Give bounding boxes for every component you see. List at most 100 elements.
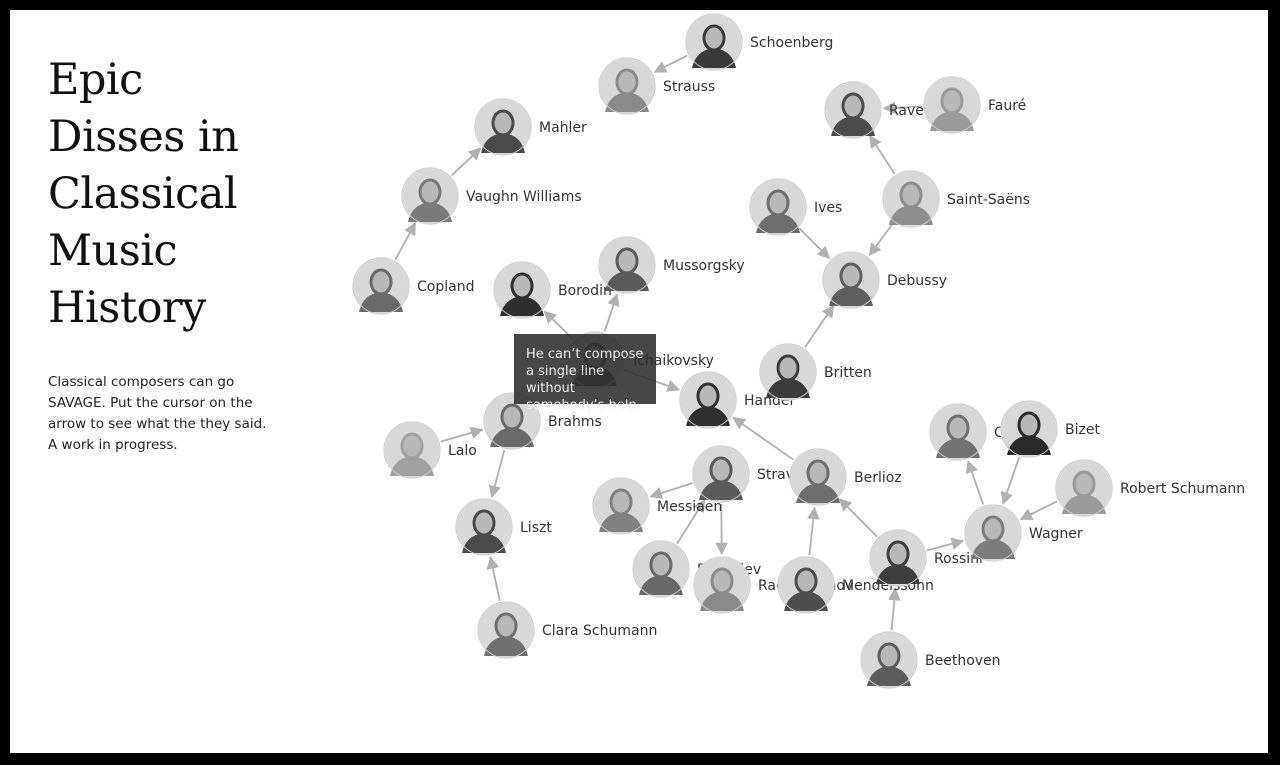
portrait-head-icon bbox=[500, 403, 524, 431]
diss-arrow-wagner-to-chopin[interactable] bbox=[965, 460, 985, 505]
composer-name-label: Schoenberg bbox=[750, 35, 833, 51]
diss-tooltip: He can’t compose a single line without s… bbox=[514, 334, 656, 413]
diss-arrow-tchaikovsky-to-mussorgsky[interactable] bbox=[603, 293, 620, 332]
diss-arrow-faure-to-ravel[interactable] bbox=[882, 101, 923, 115]
composer-node-mahler[interactable]: Mahler bbox=[474, 98, 587, 156]
portrait-ring bbox=[679, 371, 737, 429]
diss-arrow-robert-schumann-to-wagner[interactable] bbox=[1019, 500, 1058, 521]
portrait-head-icon bbox=[766, 189, 790, 217]
composer-name-label: Britten bbox=[824, 365, 872, 381]
composer-node-borodin[interactable]: Borodin bbox=[493, 261, 612, 319]
diss-arrow-britten-to-debussy[interactable] bbox=[804, 304, 835, 348]
portrait-ring bbox=[455, 498, 513, 556]
composer-node-debussy[interactable]: Debussy bbox=[822, 251, 947, 309]
diss-arrow-rossini-to-berlioz[interactable] bbox=[838, 498, 878, 538]
composer-node-mendelssohn[interactable]: Mendelssohn bbox=[777, 556, 934, 614]
diss-arrow-berlioz-to-handel[interactable] bbox=[732, 417, 794, 461]
portrait-ring bbox=[352, 257, 410, 315]
diss-arrow-lalo-to-brahms[interactable] bbox=[440, 426, 484, 443]
composer-node-schoenberg[interactable]: Schoenberg bbox=[685, 13, 833, 71]
diss-arrow-ives-to-debussy[interactable] bbox=[798, 227, 830, 259]
composer-node-clara-schumann[interactable]: Clara Schumann bbox=[477, 601, 657, 659]
portrait-head-icon bbox=[696, 382, 720, 410]
composer-name-label: Borodin bbox=[558, 283, 612, 299]
portrait-ring bbox=[749, 178, 807, 236]
composer-node-wagner[interactable]: Wagner bbox=[964, 504, 1083, 562]
composer-node-mussorgsky[interactable]: Mussorgsky bbox=[598, 236, 745, 294]
composer-node-rossini[interactable]: Rossini bbox=[869, 529, 983, 587]
portrait-ring bbox=[789, 448, 847, 506]
portrait-shoulders-icon bbox=[876, 564, 920, 584]
portrait-head-icon bbox=[510, 272, 534, 300]
composer-node-lalo[interactable]: Lalo bbox=[383, 421, 477, 479]
portrait-shoulders-icon bbox=[605, 271, 649, 291]
composer-node-faure[interactable]: Fauré bbox=[923, 76, 1026, 134]
portrait-head-icon bbox=[494, 612, 518, 640]
diss-arrow-saint-saens-to-debussy[interactable] bbox=[868, 222, 894, 257]
composer-node-liszt[interactable]: Liszt bbox=[455, 498, 552, 556]
diss-arrow-bizet-to-wagner[interactable] bbox=[1000, 457, 1021, 505]
composer-node-ives[interactable]: Ives bbox=[749, 178, 842, 236]
composer-node-robert-schumann[interactable]: Robert Schumann bbox=[1055, 459, 1245, 517]
portrait-ring bbox=[598, 236, 656, 294]
diss-arrow-rossini-to-wagner[interactable] bbox=[926, 537, 965, 552]
portrait-ring bbox=[685, 13, 743, 71]
diss-arrow-saint-saens-to-ravel[interactable] bbox=[869, 134, 896, 175]
portrait-head-icon bbox=[877, 642, 901, 670]
composer-name-label: Brahms bbox=[548, 414, 602, 430]
diss-arrow-brahms-to-liszt[interactable] bbox=[488, 449, 506, 499]
composer-node-brahms[interactable]: Brahms bbox=[483, 392, 602, 450]
diss-arrow-clara-schumann-to-liszt[interactable] bbox=[486, 556, 501, 601]
portrait-head-icon bbox=[1017, 411, 1041, 439]
portrait-shoulders-icon bbox=[889, 205, 933, 225]
portrait-shoulders-icon bbox=[930, 111, 974, 131]
diss-arrow-stravinsky-to-messiaen[interactable] bbox=[649, 482, 693, 500]
portrait-shoulders-icon bbox=[1007, 435, 1051, 455]
composer-name-label: Beethoven bbox=[925, 653, 1001, 669]
portrait-head-icon bbox=[472, 509, 496, 537]
diss-arrow-prokofiev-to-stravinsky[interactable] bbox=[676, 499, 706, 545]
composer-node-bizet[interactable]: Bizet bbox=[1000, 400, 1100, 458]
portrait-shoulders-icon bbox=[390, 456, 434, 476]
portrait-head-icon bbox=[710, 567, 734, 595]
portrait-shoulders-icon bbox=[359, 292, 403, 312]
portrait-ring bbox=[923, 76, 981, 134]
portrait-head-icon bbox=[649, 551, 673, 579]
portrait-head-icon bbox=[981, 515, 1005, 543]
portrait-head-icon bbox=[615, 68, 639, 96]
portrait-head-icon bbox=[369, 268, 393, 296]
portrait-shoulders-icon bbox=[766, 378, 810, 398]
page: Epic Disses in Classical Music History C… bbox=[10, 10, 1268, 753]
diss-arrow-vaughn-williams-to-mahler[interactable] bbox=[451, 147, 482, 177]
portrait-ring bbox=[592, 477, 650, 535]
composer-node-beethoven[interactable]: Beethoven bbox=[860, 631, 1001, 689]
composer-node-copland[interactable]: Copland bbox=[352, 257, 474, 315]
portrait-head-icon bbox=[899, 181, 923, 209]
diss-arrow-copland-to-vaughn-williams[interactable] bbox=[394, 222, 416, 261]
composer-node-britten[interactable]: Britten bbox=[759, 343, 872, 401]
composer-name-label: Mussorgsky bbox=[663, 258, 745, 274]
composer-node-vaughn-williams[interactable]: Vaughn Williams bbox=[401, 167, 582, 225]
diss-arrow-beethoven-to-rossini[interactable] bbox=[888, 587, 901, 631]
edges-layer bbox=[394, 54, 1058, 631]
page-description: Classical composers can go SAVAGE. Put t… bbox=[48, 374, 267, 453]
portrait-head-icon bbox=[709, 456, 733, 484]
portrait-ring bbox=[860, 631, 918, 689]
diss-arrow-schoenberg-to-strauss[interactable] bbox=[653, 54, 688, 73]
portrait-head-icon bbox=[806, 459, 830, 487]
composer-node-saint-saens[interactable]: Saint-Saëns bbox=[882, 170, 1030, 228]
composer-node-ravel[interactable]: Ravel bbox=[824, 81, 928, 139]
portrait-shoulders-icon bbox=[481, 133, 525, 153]
portrait-ring bbox=[598, 57, 656, 115]
composer-name-label: Debussy bbox=[887, 273, 947, 289]
portrait-head-icon bbox=[839, 262, 863, 290]
portrait-head-icon bbox=[615, 247, 639, 275]
portrait-shoulders-icon bbox=[796, 483, 840, 503]
portrait-shoulders-icon bbox=[1062, 494, 1106, 514]
portrait-head-icon bbox=[940, 87, 964, 115]
diss-arrow-mendelssohn-to-berlioz[interactable] bbox=[807, 506, 820, 556]
composer-node-berlioz[interactable]: Berlioz bbox=[789, 448, 902, 506]
composer-node-strauss[interactable]: Strauss bbox=[598, 57, 715, 115]
composer-node-messiaen[interactable]: Messiaen bbox=[592, 477, 722, 535]
portrait-head-icon bbox=[776, 354, 800, 382]
